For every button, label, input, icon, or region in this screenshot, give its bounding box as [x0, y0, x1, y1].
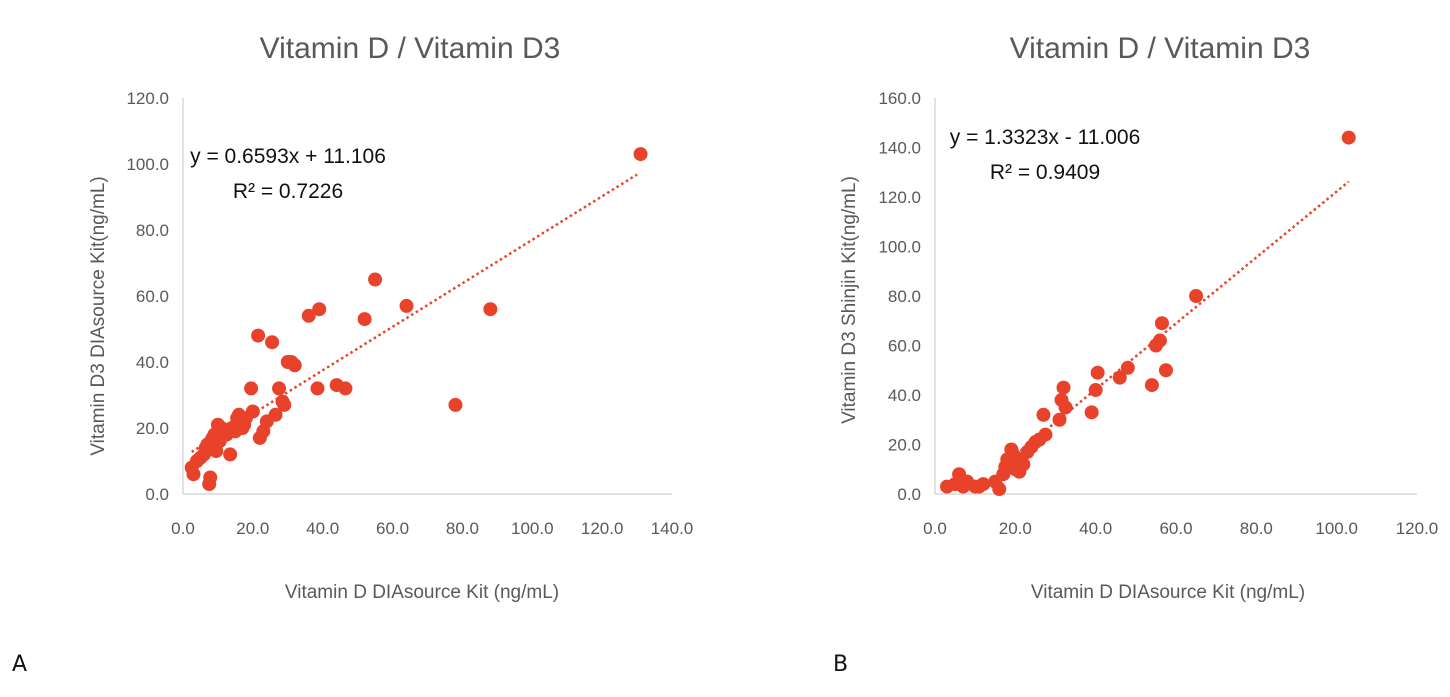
y-tick-label: 100.0 [126, 155, 169, 174]
r-squared: R² = 0.9409 [990, 161, 1100, 184]
chart-title: Vitamin D / Vitamin D3 [260, 32, 561, 65]
y-axis-label: Vitamin D3 Shinjin Kit(ng/mL) [839, 176, 860, 424]
y-tick-label: 140.0 [878, 139, 921, 158]
data-point [186, 467, 201, 482]
data-point [265, 335, 280, 350]
x-tick-label: 140.0 [651, 519, 694, 538]
r-squared: R² = 0.7226 [233, 180, 343, 203]
data-point [483, 302, 498, 317]
x-tick-label: 80.0 [446, 519, 479, 538]
data-point [1189, 289, 1204, 303]
x-axis-label: Vitamin D DIAsource Kit (ng/mL) [285, 582, 559, 603]
trendline-path [998, 180, 1350, 470]
x-tick-label: 100.0 [1315, 519, 1358, 538]
scatter-chart-b: Vitamin D / Vitamin D3 0.0 20.0 40.0 60.0 80… [839, 32, 1438, 603]
trend-equation: y = 0.6593x + 11.106 [190, 145, 386, 168]
data-point [992, 482, 1007, 497]
data-point [1016, 457, 1031, 472]
x-tick-label: 40.0 [306, 519, 339, 538]
data-point [1036, 407, 1051, 422]
data-point [1084, 405, 1099, 420]
y-tick-label: 0.0 [897, 485, 921, 504]
scatter-chart-a: Vitamin D / Vitamin D3 0.0 20.0 40.0 60.0 80… [88, 32, 693, 603]
y-tick-label: 80.0 [136, 221, 169, 240]
data-point [277, 397, 292, 412]
data-point [1052, 412, 1067, 427]
data-point [399, 298, 414, 313]
trendline [998, 180, 1350, 470]
x-tick-label: 60.0 [376, 519, 409, 538]
data-point [287, 358, 302, 373]
x-tick-label: 20.0 [236, 519, 269, 538]
axes [182, 98, 672, 495]
data-point [244, 381, 259, 396]
data-point [976, 477, 991, 492]
panel-label: A [12, 652, 28, 677]
data-point [312, 302, 327, 317]
chart-title: Vitamin D / Vitamin D3 [1010, 32, 1311, 65]
tick-labels: 0.0 20.0 40.0 60.0 80.0 100.0 120.0 0.0 20.0 40.0… [878, 89, 1438, 538]
y-tick-label: 20.0 [136, 419, 169, 438]
y-tick-label: 40.0 [136, 353, 169, 372]
data-point [223, 447, 238, 462]
y-tick-label: 40.0 [888, 386, 921, 405]
data-point [357, 312, 372, 327]
data-point [268, 407, 283, 422]
data-point [1112, 370, 1127, 385]
data-point [1088, 383, 1103, 398]
data-point [1144, 378, 1159, 393]
data-point [1038, 427, 1053, 442]
x-tick-label: 0.0 [171, 519, 195, 538]
y-tick-label: 60.0 [136, 287, 169, 306]
panel-label: B [833, 652, 849, 677]
data-point [1154, 316, 1169, 331]
y-tick-label: 120.0 [878, 188, 921, 207]
data-point [1152, 333, 1167, 348]
data-point [338, 381, 353, 396]
data-points [184, 147, 648, 492]
x-tick-label: 60.0 [1159, 519, 1192, 538]
data-point [272, 381, 287, 396]
x-tick-label: 0.0 [923, 519, 947, 538]
data-point [203, 470, 218, 485]
data-point [1056, 380, 1071, 395]
data-point [1158, 363, 1173, 378]
data-point [301, 308, 316, 323]
y-tick-label: 160.0 [878, 89, 921, 108]
x-tick-label: 100.0 [511, 519, 554, 538]
data-point [310, 381, 325, 396]
data-point [1120, 360, 1135, 375]
chart-panel-b: Vitamin D / Vitamin D3 0.0 20.0 40.0 60.0 80… [725, 0, 1450, 697]
x-tick-label: 120.0 [581, 519, 624, 538]
y-tick-label: 100.0 [878, 238, 921, 257]
x-tick-label: 80.0 [1240, 519, 1273, 538]
data-point [1058, 400, 1073, 415]
data-point [245, 404, 260, 419]
data-point [1090, 365, 1105, 380]
x-axis-label: Vitamin D DIAsource Kit (ng/mL) [1031, 582, 1305, 603]
data-point [633, 147, 648, 162]
data-point [368, 272, 383, 287]
y-tick-label: 60.0 [888, 337, 921, 356]
y-tick-label: 20.0 [888, 436, 921, 455]
y-tick-label: 80.0 [888, 287, 921, 306]
x-tick-label: 40.0 [1079, 519, 1112, 538]
y-axis-label: Vitamin D3 DIAsource Kit(ng/mL) [88, 176, 109, 455]
trend-equation: y = 1.3323x - 11.006 [950, 126, 1141, 149]
y-tick-label: 120.0 [126, 89, 169, 108]
x-tick-label: 120.0 [1396, 519, 1439, 538]
data-point [1341, 130, 1356, 145]
x-tick-label: 20.0 [999, 519, 1032, 538]
axes [934, 98, 1417, 495]
data-point [251, 328, 266, 343]
y-tick-label: 0.0 [145, 485, 169, 504]
tick-labels: 0.0 20.0 40.0 60.0 80.0 100.0 120.0 140.0 0.0 20.… [126, 89, 693, 538]
data-point [448, 397, 463, 412]
chart-panel-a: Vitamin D / Vitamin D3 0.0 20.0 40.0 60.0 80… [12, 32, 693, 677]
data-points [940, 130, 1356, 497]
